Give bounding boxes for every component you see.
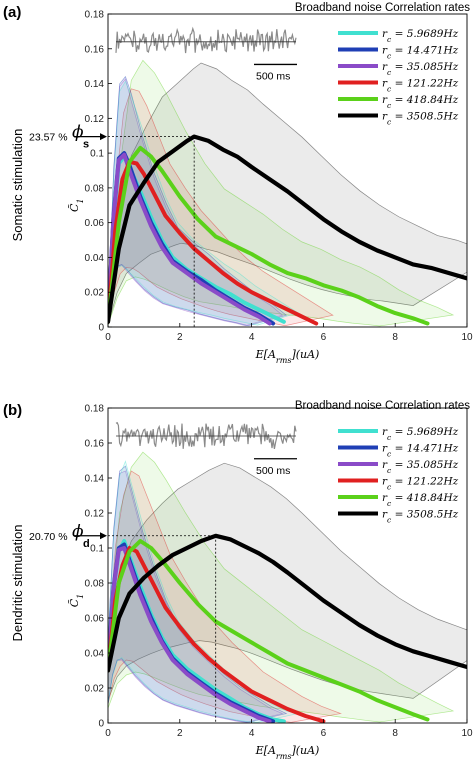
xtick-label: 10	[461, 332, 473, 343]
marker-percent: 20.70 %	[29, 531, 68, 543]
noise-trace	[115, 421, 297, 450]
legend-label: rc = 14.471Hz	[382, 443, 459, 459]
ytick-label: 0.08	[85, 579, 105, 590]
x-axis-label: E[Arms](uA)	[255, 744, 320, 761]
ytick-label: 0.02	[85, 684, 105, 695]
plot-area	[108, 59, 467, 327]
ytick-label: 0.1	[90, 544, 104, 555]
y-axis-label: C̃1	[68, 199, 85, 213]
marker-subscript: d	[83, 538, 90, 550]
scale-bar-label: 500 ms	[256, 70, 290, 82]
ytick-label: 0.02	[85, 288, 105, 299]
band-5	[108, 462, 467, 701]
panel-a: (a) Somatic stimulation 0 0.02 0.04 0.06 0.08 0…	[3, 2, 473, 365]
legend-label: rc = 3508.5Hz	[382, 509, 459, 525]
legend-label: rc = 5.9689Hz	[382, 426, 459, 442]
side-label: Somatic stimulation	[10, 129, 25, 242]
legend-label: rc = 418.84Hz	[382, 94, 459, 110]
legend-label: rc = 14.471Hz	[382, 45, 459, 61]
legend-label: rc = 35.085Hz	[382, 61, 459, 77]
marker-arrowhead	[100, 532, 107, 540]
legend-label: rc = 3508.5Hz	[382, 111, 459, 127]
xtick-label: 10	[461, 728, 473, 739]
ytick-label: 0	[98, 719, 104, 730]
marker-subscript: s	[83, 139, 89, 151]
ytick-label: 0.04	[85, 649, 105, 660]
xtick-label: 0	[105, 728, 111, 739]
ytick-label: 0	[98, 323, 104, 334]
band-0	[108, 460, 299, 723]
xtick-label: 8	[392, 332, 398, 343]
band-4	[108, 451, 455, 723]
scale-bar-label: 500 ms	[256, 465, 290, 477]
plot-area	[108, 451, 467, 723]
axes-frame	[107, 13, 468, 328]
marker-percent: 23.57 %	[29, 132, 68, 144]
legend-label: rc = 35.085Hz	[382, 459, 459, 475]
series-line-4	[108, 145, 430, 326]
xtick-label: 4	[249, 332, 255, 343]
ytick-label: 0.08	[85, 183, 105, 194]
legend-label: rc = 5.9689Hz	[382, 28, 459, 44]
ytick-label: 0.12	[85, 509, 105, 520]
panel-letter: (b)	[3, 402, 22, 419]
legend-label: rc = 121.22Hz	[382, 78, 459, 94]
ytick-label: 0.14	[85, 474, 105, 485]
panel-b: (b) Dendritic stimulation 0 0.02 0.04 0.06 0.0…	[3, 400, 473, 761]
ytick-label: 0.04	[85, 253, 105, 264]
band-3	[108, 88, 334, 327]
axes-frame	[107, 407, 468, 724]
ytick-label: 0.06	[85, 218, 105, 229]
ytick-label: 0.06	[85, 614, 105, 625]
band-2	[108, 470, 284, 723]
series-line-2	[108, 546, 272, 723]
side-label: Dendritic stimulation	[10, 524, 25, 641]
ytick-label: 0.16	[85, 44, 105, 55]
ytick-label: 0.1	[90, 149, 104, 160]
xtick-label: 0	[105, 332, 111, 343]
band-3	[108, 470, 342, 723]
band-4	[108, 59, 455, 327]
noise-trace	[115, 26, 297, 54]
panel-heading: Broadband noise Correlation rates	[295, 2, 470, 14]
marker-phi: ϕ	[72, 123, 84, 143]
series-line-5	[108, 533, 467, 673]
y-axis-label: C̃1	[68, 594, 85, 608]
ytick-label: 0.14	[85, 79, 105, 90]
xtick-label: 8	[392, 728, 398, 739]
noise-inset: 500 ms	[115, 26, 297, 82]
xtick-label: 4	[249, 728, 255, 739]
xtick-label: 6	[321, 728, 327, 739]
xtick-label: 6	[321, 332, 327, 343]
series-line-5	[108, 134, 467, 324]
marker-phi: ϕ	[72, 522, 84, 542]
noise-inset: 500 ms	[115, 421, 297, 477]
legend-label: rc = 121.22Hz	[382, 476, 459, 492]
xtick-label: 2	[177, 332, 183, 343]
ytick-label: 0.12	[85, 114, 105, 125]
band-1	[108, 75, 288, 327]
series-line-2	[108, 152, 272, 326]
panel-letter: (a)	[3, 4, 21, 21]
marker-arrowhead	[100, 133, 107, 141]
legend-label: rc = 418.84Hz	[382, 492, 459, 508]
series-line-4	[108, 539, 430, 722]
ytick-label: 0.16	[85, 439, 105, 450]
x-axis-label: E[Arms](uA)	[255, 348, 320, 365]
ytick-label: 0.18	[85, 10, 105, 21]
xtick-label: 2	[177, 728, 183, 739]
ytick-label: 0.18	[85, 404, 105, 415]
panel-heading: Broadband noise Correlation rates	[295, 400, 470, 412]
